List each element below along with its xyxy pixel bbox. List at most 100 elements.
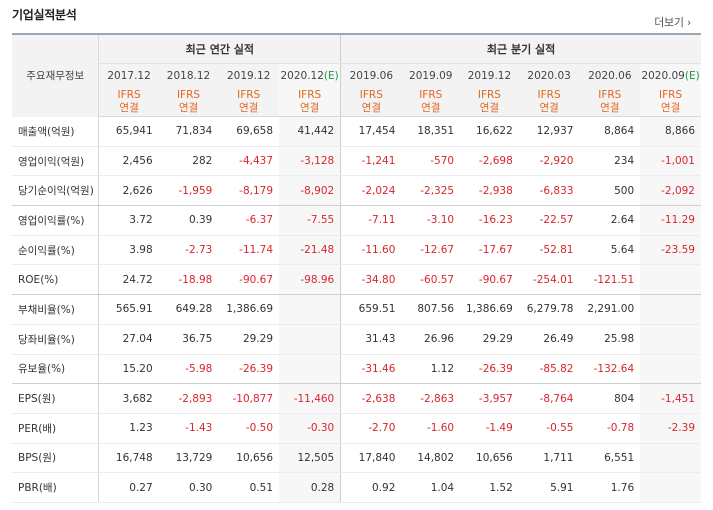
ifrs-badge: IFRS 연결 (579, 87, 641, 117)
table-cell: -23.59 (640, 235, 701, 266)
period-header: 2019.09 (401, 64, 460, 88)
row-label-header: 주요재무정보 (12, 33, 100, 117)
table-cell: 0.28 (279, 472, 341, 503)
table-cell (279, 324, 341, 355)
row-label: 당좌비율(%) (12, 324, 100, 355)
table-cell: -3,128 (279, 146, 341, 177)
table-cell: -121.51 (579, 264, 641, 296)
table-cell: -16.23 (460, 205, 519, 236)
table-cell (279, 354, 341, 385)
financial-table: 주요재무정보 최근 연간 실적 최근 분기 실적 2017.12 2018.12 2… (12, 33, 701, 503)
table-cell: -1,959 (158, 175, 219, 207)
table-cell: -2.39 (640, 413, 701, 444)
table-cell: -0.78 (579, 413, 641, 444)
table-cell: -98.96 (279, 264, 341, 296)
table-row: 당좌비율(%) 27.04 36.75 29.29 31.43 26.96 29.29 26.… (12, 324, 701, 355)
table-cell: 65,941 (98, 116, 159, 147)
ifrs-label: IFRS (298, 88, 322, 101)
table-cell: 1.12 (401, 354, 461, 385)
table-cell: -2,325 (401, 175, 461, 207)
period-label: 2017.12 (107, 69, 151, 82)
table-cell (640, 294, 701, 325)
period-header: 2019.12 (218, 64, 279, 88)
table-cell: -11,460 (279, 383, 341, 414)
table-cell: 807.56 (401, 294, 461, 325)
table-cell: -6,833 (518, 175, 580, 207)
table-row: 매출액(억원) 65,941 71,834 69,658 41,442 17,454 18,… (12, 116, 701, 147)
table-cell: 1.04 (401, 472, 461, 503)
table-row: PBR(배) 0.27 0.30 0.51 0.28 0.92 1.04 1.52 5.91 1.… (12, 472, 701, 503)
table-cell: 8,866 (640, 116, 701, 147)
table-cell: -90.67 (218, 264, 280, 296)
ifrs-badge: IFRS 연결 (401, 87, 461, 117)
table-cell: 282 (158, 146, 219, 177)
table-cell: -11.60 (340, 235, 402, 266)
table-cell: 5.91 (518, 472, 580, 503)
table-cell: -12.67 (401, 235, 461, 266)
consolidated-label: 연결 (539, 101, 559, 114)
table-cell: 1.52 (460, 472, 519, 503)
row-label: 유보율(%) (12, 354, 100, 385)
ifrs-badge: IFRS 연결 (218, 87, 280, 117)
table-cell: 6,551 (579, 443, 641, 474)
ifrs-badge: IFRS 연결 (640, 87, 701, 117)
table-cell: -22.57 (518, 205, 580, 236)
table-cell: -18.98 (158, 264, 219, 296)
consolidated-label: 연결 (421, 101, 441, 114)
table-cell: 565.91 (98, 294, 159, 325)
table-row: 순이익률(%) 3.98 -2.73 -11.74 -21.48 -11.60 -12.67… (12, 235, 701, 266)
table-cell: -7.55 (279, 205, 341, 236)
table-cell: -34.80 (340, 264, 402, 296)
table-cell: 1.23 (98, 413, 159, 444)
table-cell: 500 (579, 175, 641, 207)
table-cell: -2,920 (518, 146, 580, 177)
period-header: 2020.03 (519, 64, 580, 88)
table-cell: 27.04 (98, 324, 159, 355)
table-cell: -85.82 (518, 354, 580, 385)
ifrs-label: IFRS (659, 88, 683, 101)
row-label: 매출액(억원) (12, 116, 100, 147)
table-cell: -11.74 (218, 235, 280, 266)
table-row: 유보율(%) 15.20 -5.98 -26.39 -31.46 1.12 -26.39 -8… (12, 354, 701, 385)
consolidated-label: 연결 (239, 101, 259, 114)
table-cell: -7.11 (340, 205, 402, 236)
table-cell: 8,864 (579, 116, 641, 147)
table-cell: 10,656 (218, 443, 280, 474)
period-label: 2020.09 (641, 69, 685, 82)
quarter-group-header: 최근 분기 실적 (340, 33, 701, 64)
table-row: 영업이익(억원) 2,456 282 -4,437 -3,128 -1,241 -570 -2… (12, 146, 701, 177)
table-cell: 29.29 (460, 324, 519, 355)
ifrs-label: IFRS (237, 88, 261, 101)
table-cell: -132.64 (579, 354, 641, 385)
ifrs-label: IFRS (117, 88, 141, 101)
table-row: PER(배) 1.23 -1.43 -0.50 -0.30 -2.70 -1.60 -1.49… (12, 413, 701, 444)
table-cell (640, 443, 701, 474)
table-cell: -60.57 (401, 264, 461, 296)
table-cell: -1,001 (640, 146, 701, 177)
table-cell: -3,957 (460, 383, 519, 414)
table-cell: 10,656 (460, 443, 519, 474)
table-cell: -26.39 (218, 354, 280, 385)
table-cell: -2,024 (340, 175, 402, 207)
ifrs-badge: IFRS 연결 (340, 87, 402, 117)
consolidated-label: 연결 (299, 101, 320, 114)
row-label: 부채비율(%) (12, 294, 100, 325)
consolidated-label: 연결 (178, 101, 199, 114)
table-cell: -2.73 (158, 235, 219, 266)
table-cell: 18,351 (401, 116, 461, 147)
consolidated-label: 연결 (479, 101, 500, 114)
row-label: EPS(원) (12, 383, 100, 414)
period-label: 2020.06 (588, 69, 632, 82)
table-cell: 17,840 (340, 443, 402, 474)
period-header: 2018.12 (159, 64, 219, 88)
table-cell (640, 354, 701, 385)
table-cell: -254.01 (518, 264, 580, 296)
more-link[interactable]: 더보기 › (654, 16, 691, 29)
table-cell: -0.30 (279, 413, 341, 444)
table-cell: 12,937 (518, 116, 580, 147)
table-cell: -52.81 (518, 235, 580, 266)
table-cell: -0.55 (518, 413, 580, 444)
table-row: 부채비율(%) 565.91 649.28 1,386.69 659.51 807.56 1… (12, 294, 701, 325)
row-label: PER(배) (12, 413, 100, 444)
ifrs-badge: IFRS 연결 (98, 87, 159, 117)
